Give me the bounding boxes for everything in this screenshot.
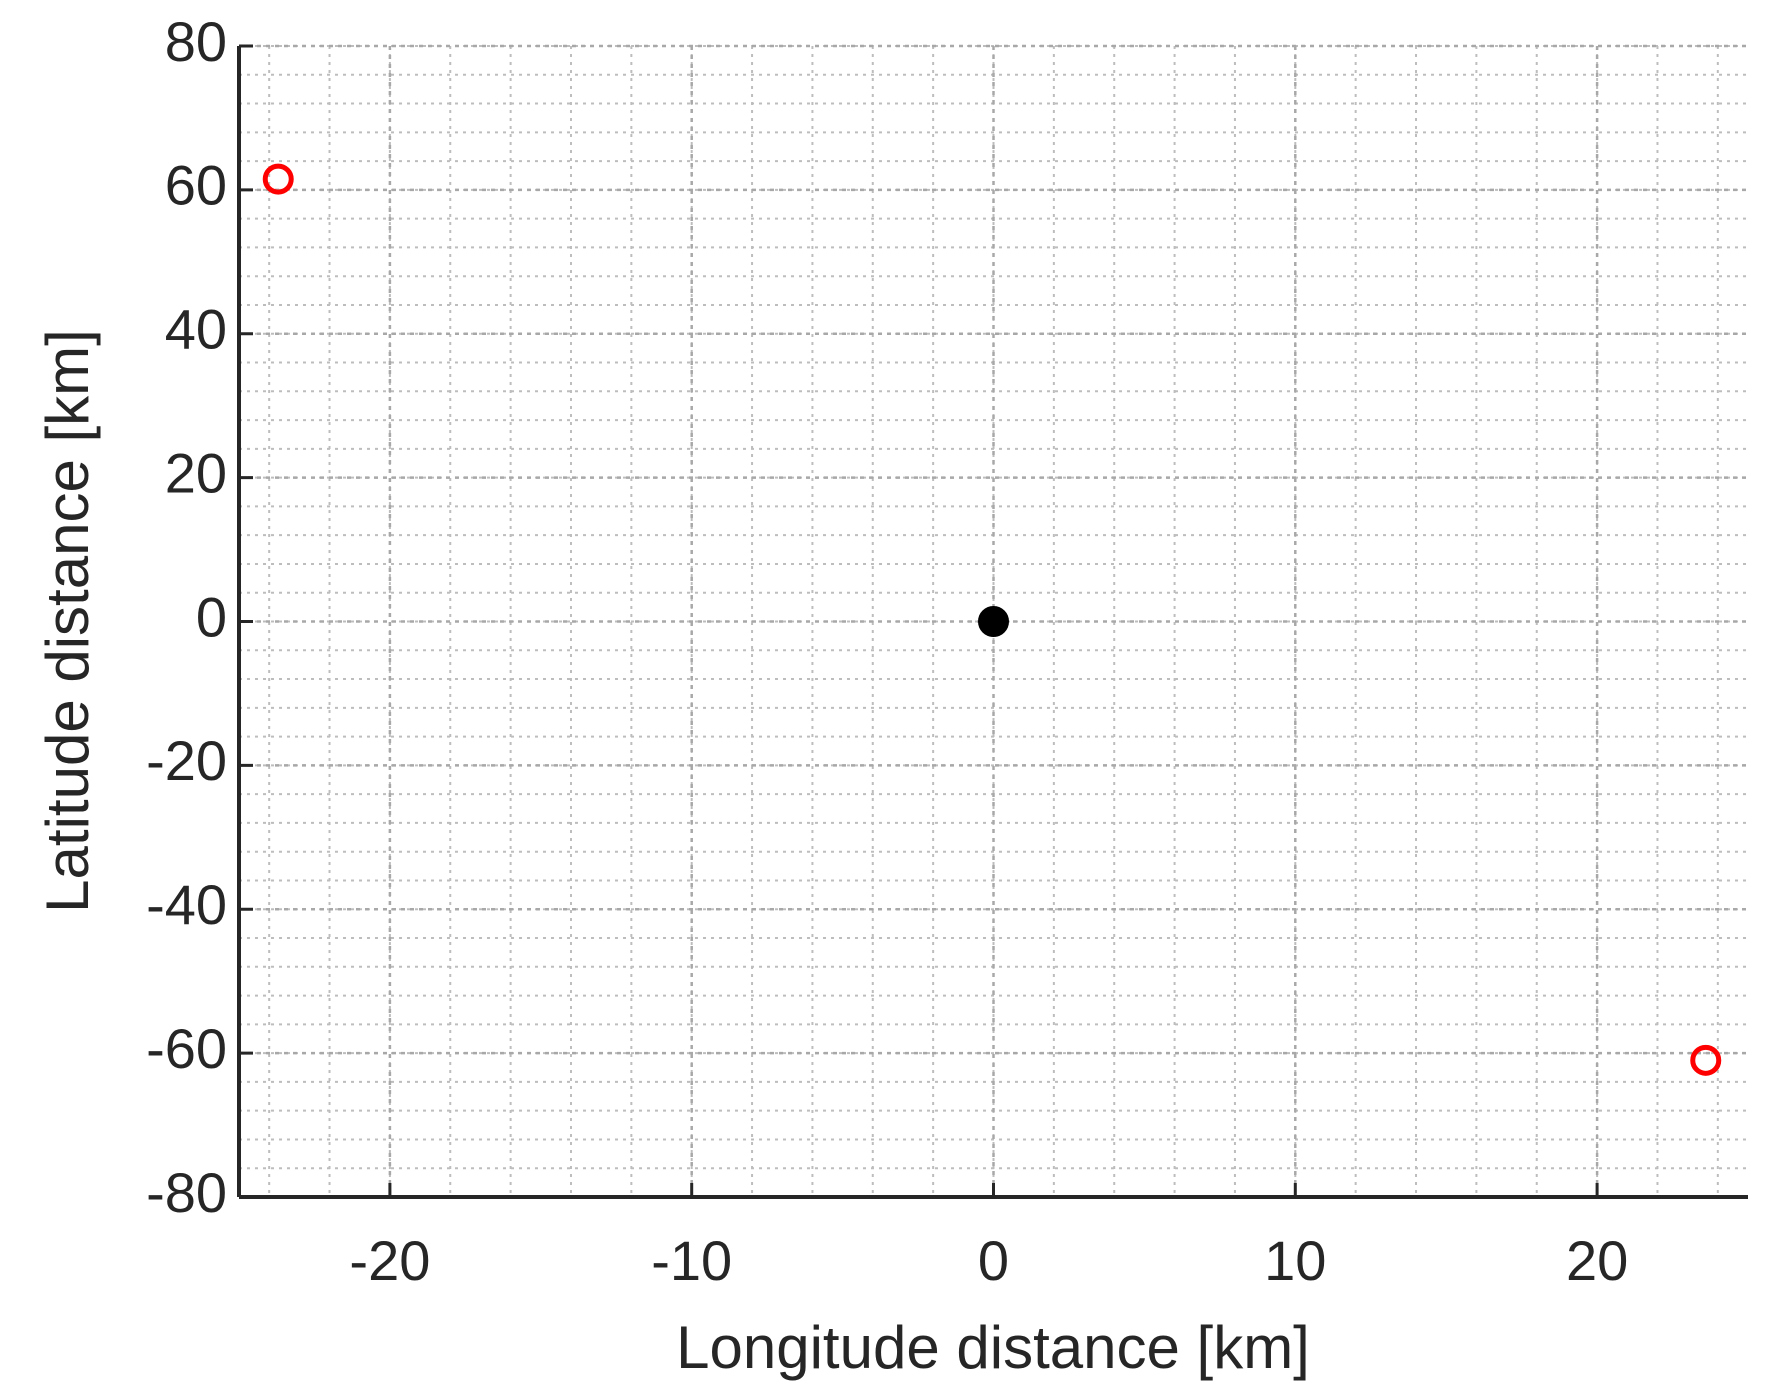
- y-tick-label: -40: [146, 873, 227, 936]
- point: [262, 163, 294, 195]
- x-tick-label: -20: [349, 1229, 430, 1292]
- y-axis-label: Latitude distance [km]: [34, 329, 101, 913]
- y-tick-label: 40: [165, 298, 227, 361]
- y-tick-label: -20: [146, 729, 227, 792]
- y-tick-label: -80: [146, 1161, 227, 1224]
- x-axis-label: Longitude distance [km]: [676, 1314, 1310, 1381]
- y-tick-label: 60: [165, 154, 227, 217]
- y-tick-label: 0: [196, 585, 227, 648]
- x-tick-label: 20: [1566, 1229, 1628, 1292]
- y-tick-label: -60: [146, 1017, 227, 1080]
- y-tick-label: 80: [165, 10, 227, 73]
- point: [978, 606, 1009, 637]
- x-tick-label: 10: [1264, 1229, 1326, 1292]
- x-tick-label: -10: [651, 1229, 732, 1292]
- x-tick-label: 0: [978, 1229, 1009, 1292]
- y-tick-label: 20: [165, 441, 227, 504]
- point: [1690, 1044, 1722, 1076]
